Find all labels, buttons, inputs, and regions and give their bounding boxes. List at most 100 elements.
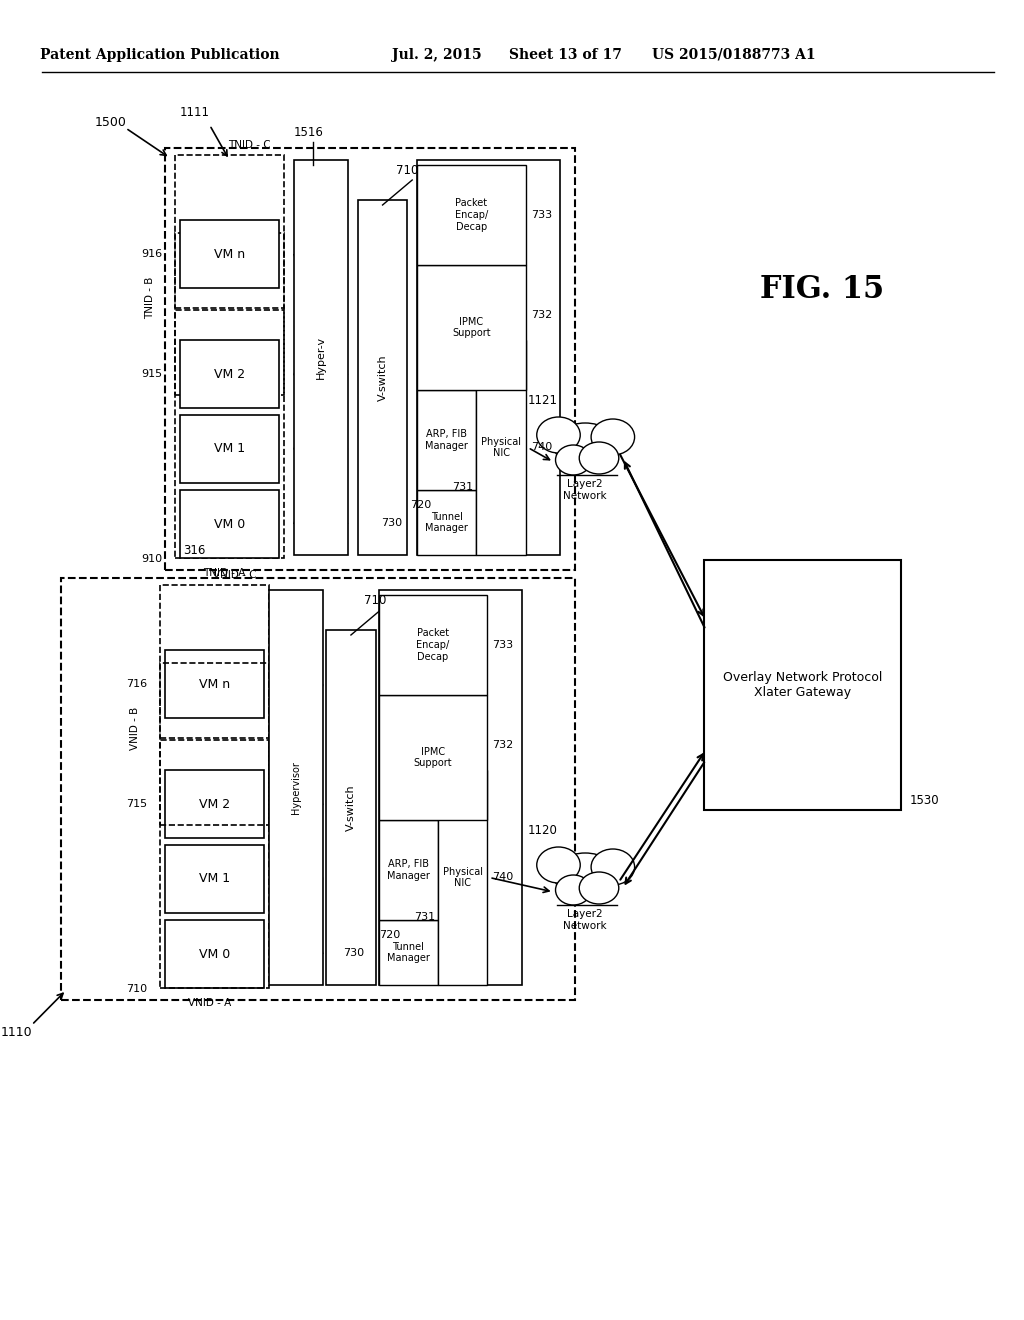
Text: 1111: 1111 [180,107,210,120]
Bar [417,389,476,490]
Ellipse shape [554,422,616,467]
Text: VM 2: VM 2 [199,797,230,810]
Text: 720: 720 [379,931,399,940]
Text: 731: 731 [453,483,473,492]
Text: 316: 316 [183,544,206,557]
Text: Overlay Network Protocol
Xlater Gateway: Overlay Network Protocol Xlater Gateway [723,671,883,700]
Ellipse shape [580,442,618,474]
Text: ARP, FIB
Manager: ARP, FIB Manager [387,859,430,880]
Bar [180,220,279,288]
Bar [61,578,575,1001]
Text: VNID - B: VNID - B [130,706,140,750]
Text: Packet
Encap/
Decap: Packet Encap/ Decap [455,198,488,231]
Bar [180,341,279,408]
Bar [294,160,348,554]
Text: Hypervisor: Hypervisor [291,762,301,814]
Text: V-switch: V-switch [378,354,387,401]
Bar [357,201,408,554]
Text: 710: 710 [126,983,147,994]
Bar [417,165,526,265]
Text: Tunnel
Manager: Tunnel Manager [387,941,430,964]
Text: VM n: VM n [199,677,230,690]
Bar [175,154,284,308]
Text: 730: 730 [381,517,402,528]
Text: 910: 910 [141,554,162,564]
Bar [327,630,376,985]
Bar [180,414,279,483]
Text: IPMC
Support: IPMC Support [453,317,490,338]
Text: 1120: 1120 [527,824,557,837]
Ellipse shape [580,873,618,904]
Text: 1500: 1500 [95,116,127,129]
Text: Jul. 2, 2015: Jul. 2, 2015 [392,48,481,62]
Ellipse shape [591,418,635,455]
Text: Patent Application Publication: Patent Application Publication [40,48,280,62]
Text: VM n: VM n [214,248,245,260]
Text: Hyper-v: Hyper-v [315,335,326,379]
Bar [379,820,438,920]
Text: VM 0: VM 0 [199,948,230,961]
Bar [165,845,264,913]
Bar [160,585,269,738]
Bar [165,148,575,570]
Text: TNID - C: TNID - C [227,140,270,150]
Text: VM 2: VM 2 [214,367,245,380]
Text: TNID - A: TNID - A [203,568,246,578]
Text: 1516: 1516 [294,125,324,139]
Bar [438,770,487,985]
Text: Packet
Encap/
Decap: Packet Encap/ Decap [417,628,450,661]
Ellipse shape [556,445,591,475]
Text: VNID - A: VNID - A [188,998,231,1008]
Text: 740: 740 [530,442,552,453]
Text: 720: 720 [411,500,431,510]
Text: US 2015/0188773 A1: US 2015/0188773 A1 [651,48,815,62]
Text: 1110: 1110 [1,1026,33,1039]
Text: Physical
NIC: Physical NIC [442,867,482,888]
Text: FIG. 15: FIG. 15 [760,275,885,305]
Text: ARP, FIB
Manager: ARP, FIB Manager [425,429,468,451]
Text: 1121: 1121 [527,393,557,407]
Text: VNID - C: VNID - C [213,570,256,579]
Text: 740: 740 [493,873,513,883]
Text: Physical
NIC: Physical NIC [481,437,521,458]
Text: 715: 715 [126,799,147,809]
Text: TNID - B: TNID - B [145,277,156,319]
Bar [165,920,264,987]
Bar [175,310,284,558]
Bar [379,920,438,985]
Ellipse shape [591,849,635,884]
Text: Layer2
Network: Layer2 Network [563,909,607,931]
Text: Sheet 13 of 17: Sheet 13 of 17 [509,48,622,62]
Text: 732: 732 [493,741,513,750]
Bar [379,590,522,985]
Text: 916: 916 [141,249,162,259]
Text: VM 1: VM 1 [214,442,245,455]
Bar [417,160,560,554]
Bar [703,560,901,810]
Bar [269,590,324,985]
Bar [165,649,264,718]
Text: IPMC
Support: IPMC Support [414,747,453,768]
Text: VM 1: VM 1 [199,873,230,886]
Text: 710: 710 [365,594,387,606]
Text: Layer2
Network: Layer2 Network [563,479,607,500]
Ellipse shape [537,417,581,453]
Bar [379,595,487,696]
Text: 733: 733 [493,640,513,649]
Ellipse shape [537,847,581,883]
Text: 716: 716 [126,678,147,689]
Text: 731: 731 [414,912,435,923]
Text: 732: 732 [530,310,552,319]
Bar [160,741,269,987]
Text: 915: 915 [141,370,162,379]
Bar [417,490,476,554]
Text: VM 0: VM 0 [214,517,245,531]
Bar [417,265,526,389]
Text: V-switch: V-switch [346,784,356,830]
Bar [476,341,526,554]
Bar [180,490,279,558]
Text: 710: 710 [396,164,419,177]
Text: 1530: 1530 [909,793,939,807]
Text: 733: 733 [530,210,552,220]
Ellipse shape [556,875,591,906]
